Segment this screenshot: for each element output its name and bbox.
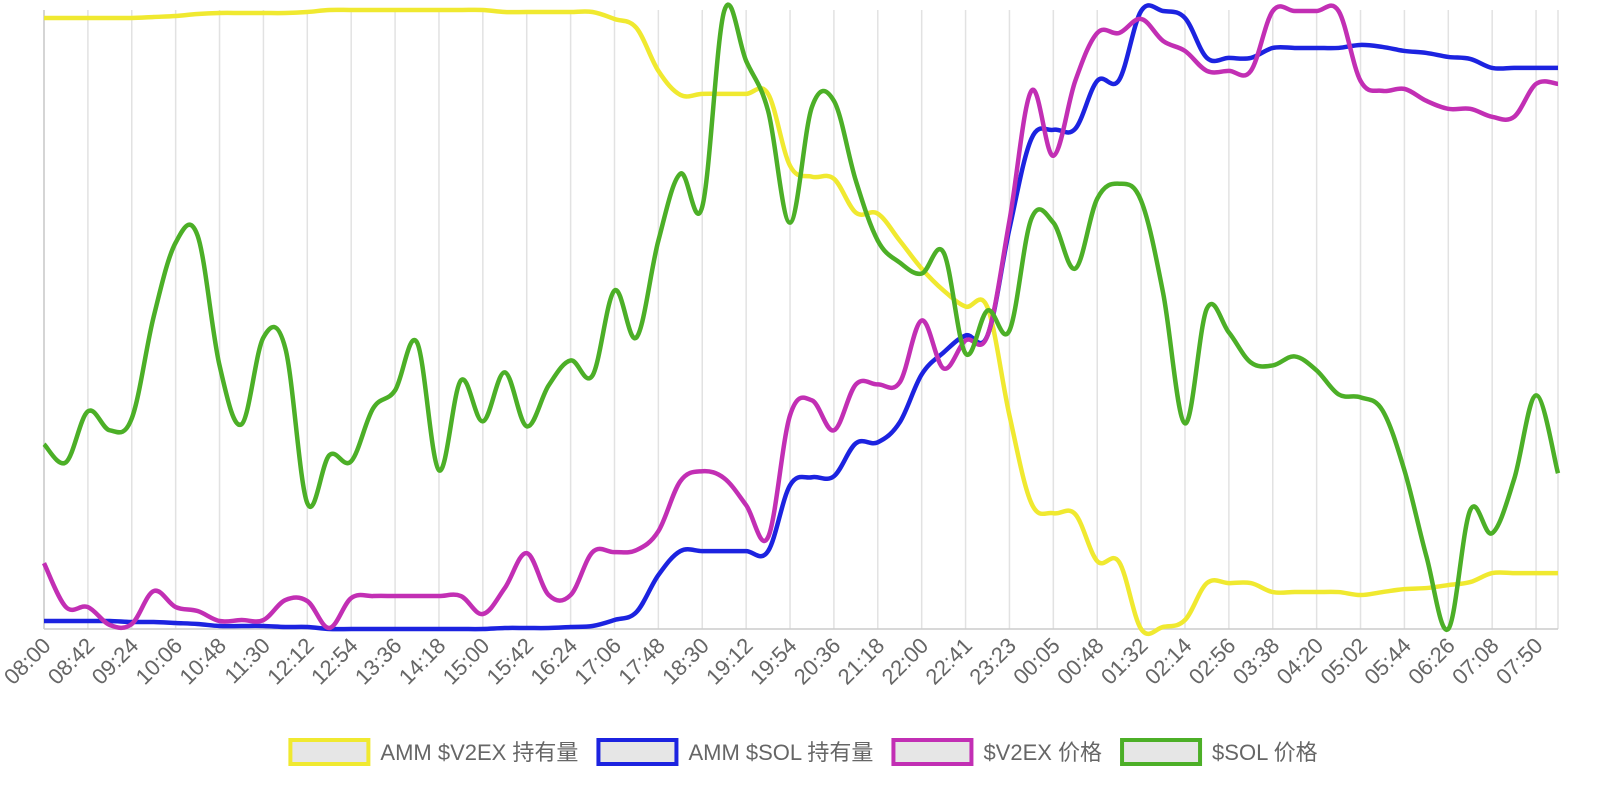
x-tick-label: 14:18: [394, 633, 451, 690]
legend-label: AMM $SOL 持有量: [688, 740, 873, 765]
series-line: [41, 3, 1559, 631]
x-tick-label: 21:18: [833, 633, 890, 690]
x-tick-label: 08:42: [43, 633, 100, 690]
x-tick-label: 11:30: [220, 633, 275, 688]
x-tick-label: 18:30: [657, 633, 714, 690]
x-tick-label: 07:50: [1491, 633, 1548, 690]
legend-swatch: [1120, 738, 1203, 766]
x-tick-label: 15:42: [482, 633, 539, 690]
x-tick-label: 04:20: [1272, 633, 1329, 690]
x-tick-label: 06:26: [1403, 633, 1460, 690]
series-line: [42, 2, 1561, 632]
legend-swatch: [891, 738, 974, 766]
x-tick-label: 22:41: [920, 633, 977, 690]
x-tick-label: 16:24: [526, 633, 583, 690]
series-line: [43, 3, 1558, 632]
x-tick-label: 19:54: [745, 633, 802, 690]
legend-swatch: [596, 738, 679, 766]
x-tick-label: 10:48: [174, 633, 231, 690]
x-tick-label: 09:24: [87, 633, 144, 690]
x-tick-label: 02:56: [1184, 633, 1241, 690]
x-tick-label: 03:38: [1228, 633, 1285, 690]
x-tick-label: 22:00: [877, 633, 934, 690]
x-tick-label: 12:12: [262, 633, 319, 690]
x-tick-label: 05:02: [1315, 633, 1372, 690]
x-tick-label: 12:54: [306, 633, 363, 690]
x-tick-label: 20:36: [789, 633, 846, 690]
legend-label: $V2EX 价格: [983, 740, 1102, 765]
x-tick-label: 05:44: [1359, 633, 1416, 690]
x-tick-label: 07:08: [1447, 633, 1504, 690]
x-tick-label: 15:00: [438, 633, 495, 690]
x-tick-label: 01:32: [1096, 633, 1153, 690]
x-tick-label: 19:12: [701, 633, 758, 690]
x-tick-label: 13:36: [350, 633, 407, 690]
legend-label: $SOL 价格: [1212, 740, 1318, 765]
x-tick-label: 00:05: [1008, 633, 1065, 690]
x-tick-label: 02:14: [1140, 633, 1197, 690]
x-tick-label: 10:06: [131, 633, 188, 690]
legend: AMM $V2EX 持有量 AMM $SOL 持有量 $V2EX 价格 $SOL 价格: [288, 738, 1318, 766]
x-tick-label: 00:48: [1052, 633, 1109, 690]
x-tick-label: 17:06: [569, 633, 626, 690]
legend-swatch: [288, 738, 371, 766]
legend-label: AMM $V2EX 持有量: [380, 740, 578, 765]
series-line: [43, 7, 1558, 637]
x-tick-label: 08:00: [0, 633, 56, 690]
x-tick-label: 17:48: [613, 633, 670, 690]
x-tick-label: 23:23: [964, 633, 1021, 690]
